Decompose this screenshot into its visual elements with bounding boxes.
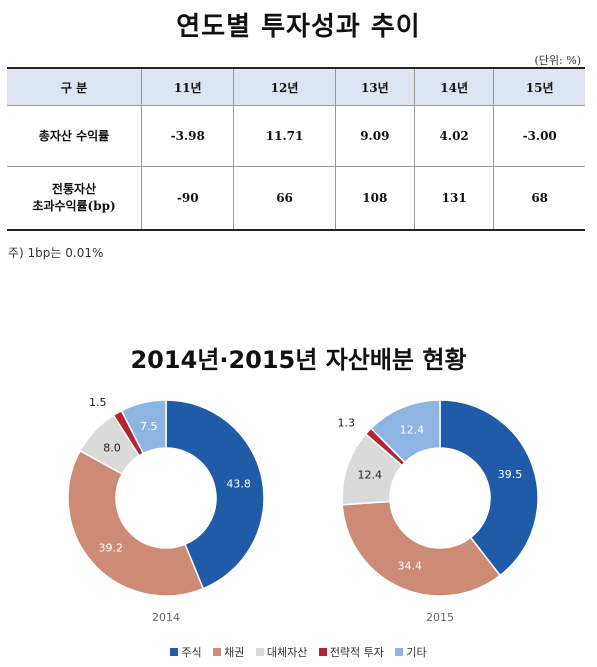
legend-label: 대체자산 (266, 646, 308, 659)
row-label-line: 전통자산 (51, 182, 97, 196)
header-cell: 구 분 (7, 67, 142, 106)
legend-item: 기타 (395, 644, 427, 660)
table-cell: 66 (233, 166, 336, 231)
slice-value-label: 7.5 (140, 420, 158, 433)
table-cell: 9.09 (334, 105, 416, 167)
legend-label: 채권 (224, 646, 245, 659)
legend-swatch (395, 648, 404, 656)
slice-value-label: 12.4 (358, 469, 383, 482)
footnote: 주) 1bp는 0.01% (8, 246, 104, 260)
legend-label: 주식 (181, 646, 202, 659)
slice-value-label: 39.5 (498, 468, 523, 481)
legend: 주식 채권 대체자산 전략적 투자 기타 (0, 644, 597, 660)
chart-caption: 2014 (152, 611, 180, 624)
unit-label: (단위: %) (534, 54, 581, 67)
legend-item: 대체자산 (255, 644, 308, 660)
table-cell: -3.98 (140, 105, 235, 167)
table-cell: 108 (334, 166, 416, 231)
legend-swatch (255, 648, 264, 656)
table-cell: 11.71 (233, 105, 336, 167)
chart-title: 2014년·2015년 자산배분 현황 (130, 346, 467, 374)
table-row: 총자산 수익률 -3.98 11.71 9.09 4.02 -3.00 (7, 105, 585, 167)
table-cell: -3.00 (493, 105, 585, 167)
legend-swatch (213, 648, 222, 656)
header-cell: 12년 (233, 67, 336, 106)
performance-table: 구 분 11년 12년 13년 14년 15년 총자산 수익률 -3.98 11… (7, 67, 585, 231)
header-cell: 15년 (493, 67, 585, 106)
slice-value-label: 34.4 (398, 560, 423, 573)
legend-label: 기타 (406, 646, 427, 659)
donut-slice-1-2 (67, 449, 205, 597)
table-cell: 68 (493, 166, 585, 231)
chart-caption: 2015 (426, 611, 454, 624)
header-cell: 13년 (334, 67, 416, 106)
header-cell: 11년 (140, 67, 235, 106)
row-label-line: 총자산 수익률 (38, 128, 110, 143)
donut-slice-2-2 (341, 500, 502, 597)
row-label-line: 초과수익률(bp) (32, 199, 116, 213)
header-cell: 14년 (413, 67, 495, 106)
table-header-row: 구 분 11년 12년 13년 14년 15년 (7, 67, 585, 106)
donut-slice-1-1 (165, 399, 265, 590)
legend-swatch (170, 648, 179, 656)
slice-value-label: 1.3 (338, 416, 356, 429)
slice-value-label: 12.4 (400, 424, 425, 437)
legend-item: 전략적 투자 (318, 644, 384, 660)
table-cell: 4.02 (413, 105, 495, 167)
page-title: 연도별 투자성과 추이 (176, 12, 421, 42)
slice-value-label: 39.2 (99, 541, 124, 554)
donut-charts: 43.8 39.2 8.0 1.5 7.5 2014 39.5 34.4 12.4 1.3 12.4… (67, 396, 539, 624)
slice-value-label: 43.8 (226, 478, 251, 491)
legend-swatch (318, 648, 327, 656)
legend-item: 채권 (213, 644, 244, 660)
legend-item: 주식 (170, 644, 202, 660)
slice-value-label: 1.5 (89, 396, 107, 409)
donut-slice-1-5 (120, 399, 167, 455)
table-cell: 131 (413, 166, 495, 231)
donut-slice-2-1 (439, 399, 539, 577)
slice-value-label: 8.0 (103, 441, 121, 454)
table-cell: -90 (140, 166, 235, 231)
donut-slice-2-5 (370, 399, 441, 464)
legend-label: 전략적 투자 (329, 646, 384, 659)
row-label: 총자산 수익률 (7, 105, 142, 167)
